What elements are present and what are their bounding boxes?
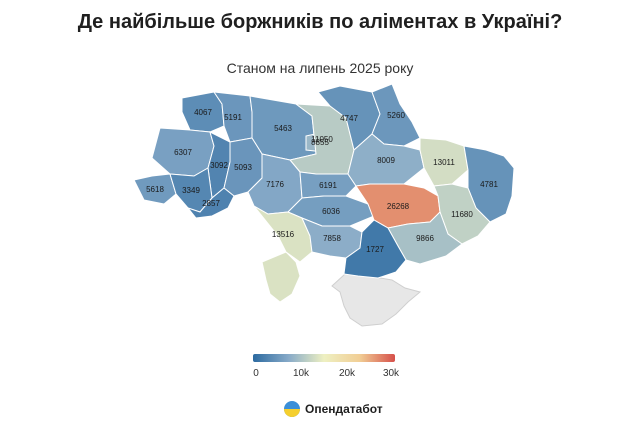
legend-tick: 10k	[292, 368, 310, 379]
page-title: Де найбільше боржників по аліментах в Ук…	[77, 11, 563, 33]
region-value-label: 5191	[224, 113, 242, 122]
region-value-label: 4067	[194, 108, 212, 117]
region-luhansk	[463, 145, 515, 223]
legend-tick: 30k	[382, 368, 400, 379]
page-subtitle: Станом на липень 2025 року	[226, 60, 414, 76]
brand: Опендатабот	[284, 400, 383, 418]
region-value-label: 11050	[311, 135, 333, 144]
region-value-label: 7176	[266, 180, 284, 189]
region-value-label: 8855	[311, 138, 329, 147]
region-value-label: 3349	[182, 186, 200, 195]
region-value-label: 13516	[272, 230, 295, 239]
legend-tick: 20k	[338, 368, 356, 379]
region-value-label: 13011	[433, 158, 455, 167]
crimea-region	[331, 273, 422, 327]
region-chernivtsi	[186, 187, 235, 219]
region-value-label: 2857	[202, 199, 220, 208]
region-value-label: 6307	[174, 148, 192, 157]
region-value-label: 5618	[146, 185, 164, 194]
legend-color-scale	[253, 354, 395, 362]
region-value-label: 4781	[480, 180, 498, 189]
region-value-label: 8009	[377, 156, 395, 165]
region-sumy	[371, 83, 421, 147]
region-donetsk	[433, 183, 491, 245]
opendatabot-logo-icon	[284, 401, 300, 417]
region-value-label: 5463	[274, 124, 292, 133]
region-value-label: 26268	[387, 202, 410, 211]
region-value-label: 11680	[451, 210, 473, 219]
region-value-label: 9866	[416, 234, 434, 243]
region-value-label: 1727	[366, 245, 384, 254]
odesa-south-strip	[261, 251, 301, 303]
brand-name: Опендатабот	[305, 402, 383, 416]
region-value-label: 5260	[387, 111, 405, 120]
region-value-label: 4747	[340, 114, 358, 123]
legend-tick: 0	[253, 368, 259, 379]
region-value-label: 6036	[322, 207, 340, 216]
region-value-label: 7858	[323, 234, 341, 243]
region-kherson	[343, 219, 407, 279]
region-value-label: 5093	[234, 163, 252, 172]
region-value-label: 3092	[210, 161, 228, 170]
region-value-label: 6191	[319, 181, 337, 190]
